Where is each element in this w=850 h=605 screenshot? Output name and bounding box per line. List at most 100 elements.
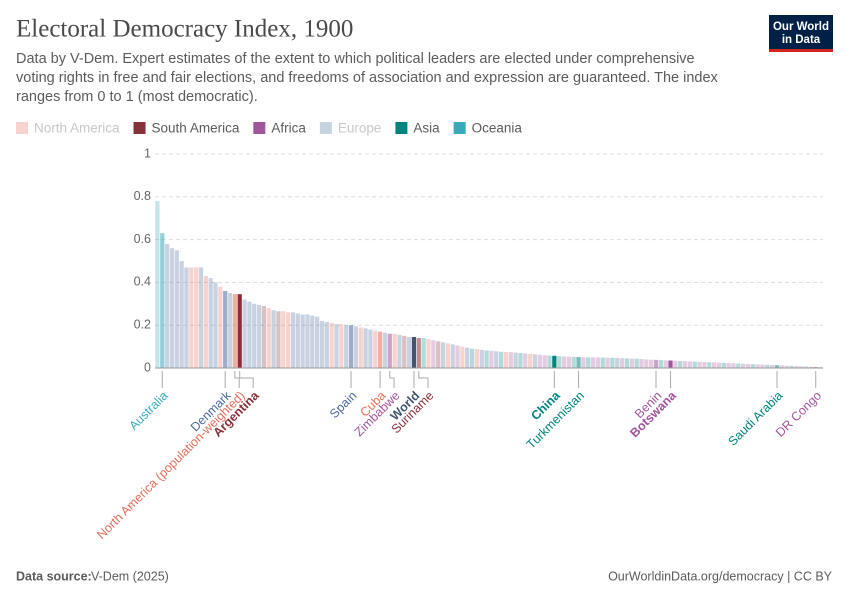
x-tick-label: Spain bbox=[327, 389, 360, 422]
legend-label[interactable]: Europe bbox=[338, 121, 382, 136]
bar bbox=[223, 290, 228, 368]
logo-box bbox=[769, 15, 833, 52]
bar bbox=[315, 316, 320, 368]
legend-swatch[interactable] bbox=[133, 122, 146, 134]
bar bbox=[256, 304, 262, 368]
bar bbox=[300, 314, 305, 368]
bar bbox=[474, 349, 480, 368]
bar bbox=[639, 359, 644, 368]
legend-label[interactable]: Asia bbox=[413, 121, 440, 136]
subtitle-box: Data by V-Dem. Expert estimates of the e… bbox=[16, 51, 718, 105]
bar bbox=[198, 267, 204, 368]
bar bbox=[803, 366, 809, 368]
legend-label[interactable]: North America bbox=[34, 121, 120, 136]
legend-swatch[interactable] bbox=[395, 122, 408, 134]
legend-label[interactable]: Oceania bbox=[472, 121, 523, 136]
bar bbox=[561, 356, 567, 368]
bar bbox=[469, 348, 475, 368]
bar bbox=[382, 332, 388, 368]
bar bbox=[566, 356, 571, 368]
bar bbox=[184, 267, 189, 368]
bar bbox=[552, 355, 557, 368]
bar bbox=[528, 353, 533, 368]
bar bbox=[755, 364, 760, 368]
bar bbox=[368, 329, 373, 368]
bar bbox=[402, 335, 407, 368]
x-tick-label: Australia bbox=[126, 389, 170, 433]
bar bbox=[290, 312, 296, 368]
bar bbox=[707, 362, 712, 368]
bar bbox=[745, 363, 751, 368]
bar bbox=[213, 282, 218, 368]
bar bbox=[208, 278, 213, 368]
bar bbox=[416, 338, 421, 368]
bar bbox=[721, 362, 726, 368]
bar bbox=[227, 293, 233, 368]
bar bbox=[692, 361, 697, 368]
legend-label[interactable]: Africa bbox=[271, 121, 306, 136]
bar bbox=[736, 363, 741, 368]
bar bbox=[789, 365, 794, 368]
bar bbox=[600, 357, 605, 368]
chart-subtitle: Data by V-Dem. Expert estimates of the e… bbox=[16, 51, 718, 105]
bar bbox=[765, 364, 770, 368]
bar bbox=[387, 333, 392, 368]
bar bbox=[697, 361, 702, 368]
bar bbox=[750, 364, 755, 368]
logo-text: Our World bbox=[773, 21, 829, 33]
bar bbox=[334, 324, 339, 368]
label-leader bbox=[418, 371, 429, 388]
bar bbox=[348, 325, 354, 368]
bar bbox=[436, 341, 441, 368]
bar bbox=[445, 343, 450, 368]
bar bbox=[377, 331, 383, 368]
bar bbox=[663, 360, 668, 368]
bar bbox=[537, 354, 542, 368]
bar bbox=[784, 365, 789, 368]
bar bbox=[494, 351, 499, 368]
y-tick-label: 0.4 bbox=[134, 275, 151, 289]
bar bbox=[610, 357, 615, 368]
bar bbox=[484, 350, 489, 368]
bar bbox=[397, 334, 402, 368]
bar bbox=[324, 321, 329, 368]
legend-swatch[interactable] bbox=[253, 122, 266, 134]
bar bbox=[615, 357, 620, 368]
bar bbox=[266, 308, 271, 368]
x-tick-label: North America (population-weighted) bbox=[94, 389, 247, 542]
bar bbox=[203, 275, 208, 368]
y-tick-label: 0.8 bbox=[134, 189, 151, 203]
bar bbox=[460, 346, 465, 368]
bar bbox=[576, 357, 581, 368]
bar bbox=[702, 362, 707, 368]
legend-label[interactable]: South America bbox=[152, 121, 240, 136]
bar bbox=[310, 315, 315, 368]
bar bbox=[169, 248, 175, 368]
bar bbox=[605, 357, 610, 368]
bar bbox=[760, 364, 765, 368]
credit[interactable]: OurWorldinData.org/democracy | CC BY bbox=[608, 569, 833, 583]
bar bbox=[523, 353, 528, 368]
bar bbox=[644, 359, 649, 368]
bar bbox=[557, 356, 562, 368]
bar bbox=[426, 339, 431, 368]
bar bbox=[431, 340, 436, 368]
bar bbox=[513, 352, 518, 368]
source: V-Dem (2025) bbox=[91, 569, 169, 583]
bar bbox=[658, 360, 663, 368]
legend-swatch[interactable] bbox=[453, 122, 466, 134]
x-tick-label: Saudi Arabia bbox=[725, 389, 785, 449]
bar bbox=[653, 359, 659, 368]
bar bbox=[261, 305, 267, 368]
legend-swatch[interactable] bbox=[319, 122, 332, 134]
bar bbox=[237, 294, 242, 368]
bar bbox=[590, 357, 596, 368]
bar bbox=[455, 345, 460, 368]
bar bbox=[358, 327, 363, 368]
bar bbox=[508, 352, 513, 368]
bar bbox=[440, 342, 446, 368]
bar bbox=[373, 330, 378, 368]
legend-swatch[interactable] bbox=[16, 122, 28, 134]
bar bbox=[271, 310, 276, 368]
bar bbox=[774, 365, 780, 368]
